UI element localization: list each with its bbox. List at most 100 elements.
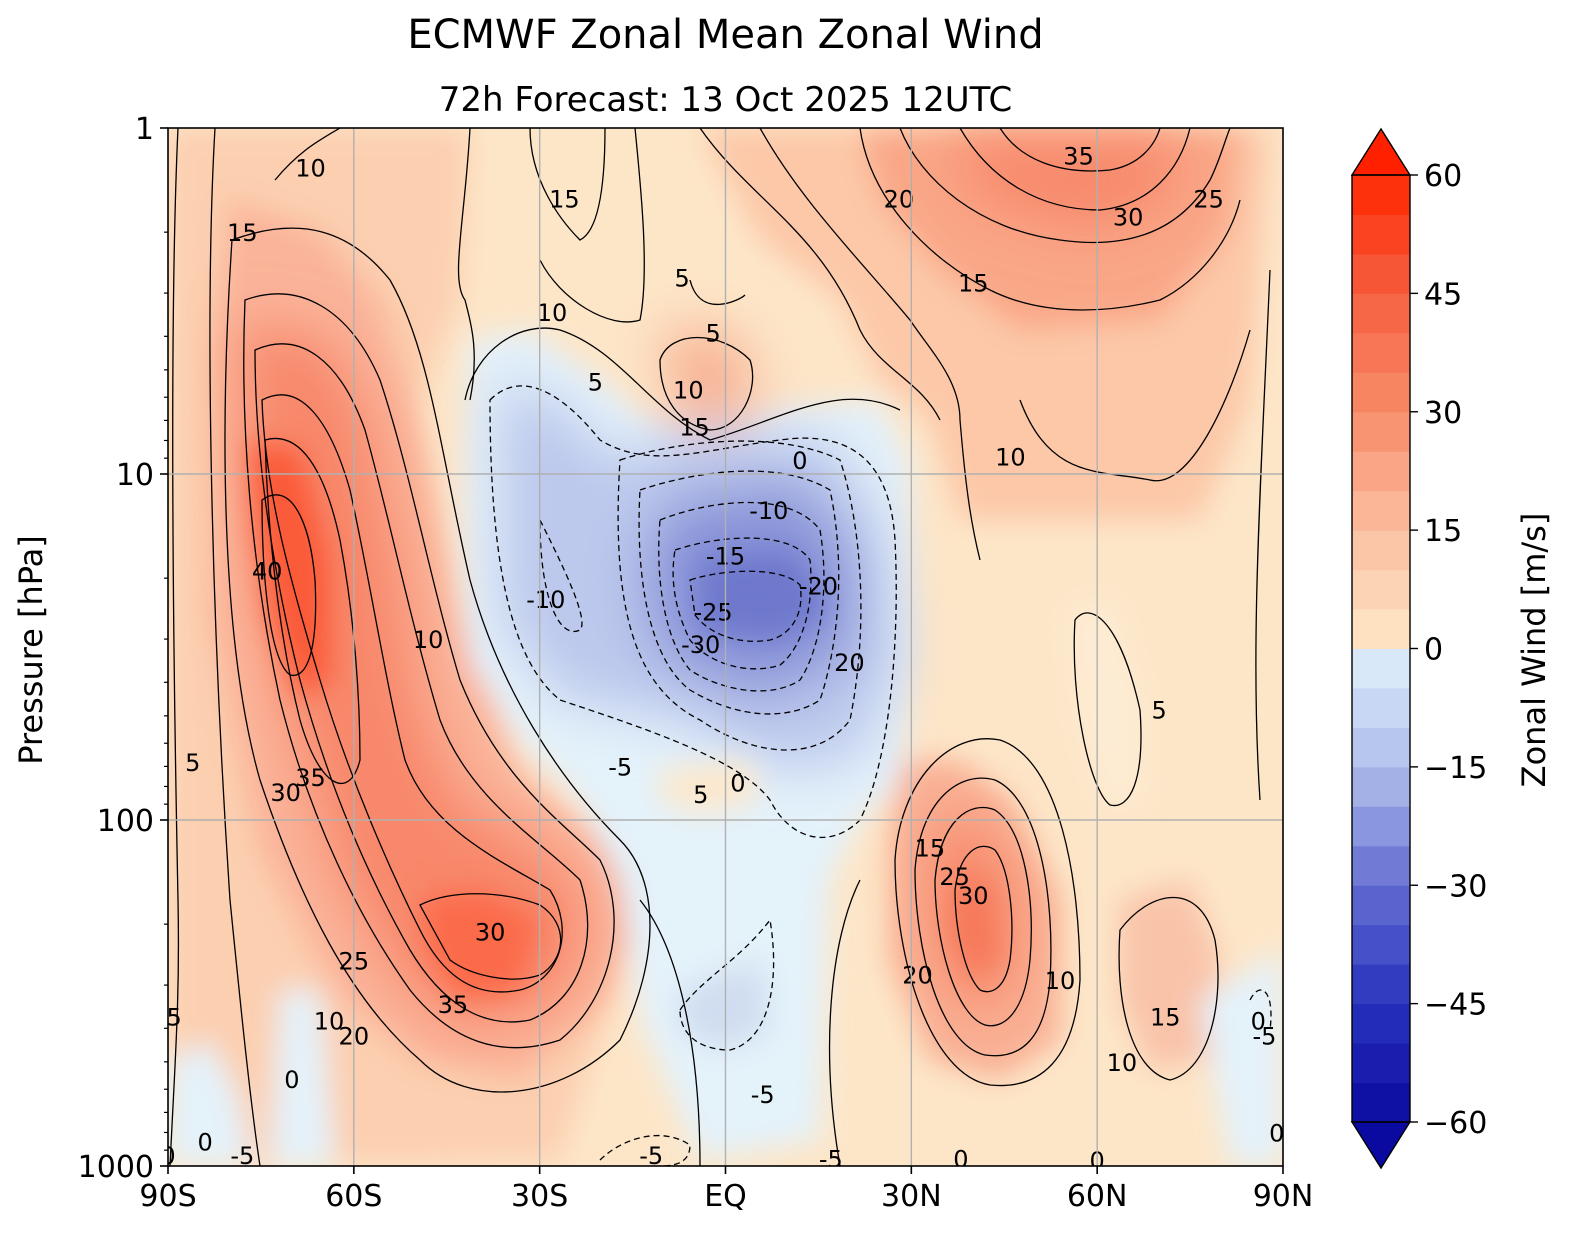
y-tick-label: 1000	[78, 1150, 154, 1185]
y-axis: 1 10 100 1000	[78, 112, 168, 1185]
contour-label: 15	[227, 219, 258, 247]
nh-mesospheric-jet-core	[950, 140, 1180, 230]
colorbar-band	[1352, 214, 1410, 255]
contour-label: -5	[751, 1081, 775, 1109]
contour-label: 0	[730, 770, 745, 798]
x-tick-label: 60N	[1067, 1179, 1128, 1214]
colorbar: 60 45 30 15 0 −15 −30 −45 −60	[1350, 127, 1487, 1170]
colorbar-band	[1352, 609, 1410, 649]
contour-label: 15	[1150, 1004, 1181, 1032]
contour-line	[672, 537, 812, 670]
colorbar-band	[1352, 885, 1410, 926]
colorbar-band	[1352, 648, 1410, 689]
nh-subtropical-jet-peak	[950, 880, 1000, 980]
colorbar-band	[1352, 845, 1410, 886]
contour-label: -30	[681, 631, 720, 659]
colorbar-band	[1352, 175, 1410, 215]
x-tick-label: 30N	[881, 1179, 942, 1214]
contour-label: 30	[475, 918, 506, 946]
lower-strat-westerly-pocket	[660, 760, 760, 815]
contour-lines-negative	[489, 385, 1272, 1166]
contour-label: 30	[270, 779, 301, 807]
colorbar-band	[1352, 1082, 1410, 1123]
contour-label: -5	[608, 753, 632, 781]
colorbar-tick-label: 0	[1424, 633, 1443, 668]
y-tick-label: 1	[135, 112, 154, 147]
contour-label: 10	[995, 443, 1026, 471]
colorbar-tick-label: −30	[1424, 869, 1487, 904]
colorbar-band	[1352, 964, 1410, 1005]
colorbar-tick-label: 45	[1424, 277, 1462, 312]
contour-line	[899, 128, 1231, 244]
colorbar-band	[1352, 569, 1410, 610]
contour-label: 25	[1193, 186, 1224, 214]
contour-line	[689, 279, 746, 306]
contour-line	[894, 738, 1081, 1087]
nh-surface-easterly	[1200, 950, 1283, 1166]
contour-line	[489, 385, 897, 839]
contour-line	[1118, 897, 1219, 1081]
contour-label: 0	[198, 1129, 213, 1157]
contour-label: 5	[674, 264, 689, 292]
contour-label: 5	[693, 781, 708, 809]
x-tick-label: 90S	[139, 1179, 196, 1214]
contour-line	[419, 893, 562, 980]
chart-title: ECMWF Zonal Mean Zonal Wind	[407, 12, 1044, 58]
colorbar-tick-label: −45	[1424, 988, 1487, 1023]
x-tick-label: 90N	[1253, 1179, 1314, 1214]
sh-polar-night-jet-core	[250, 440, 330, 700]
colorbar-band	[1352, 727, 1410, 768]
contour-line	[254, 343, 589, 1023]
contour-label: 0	[1269, 1119, 1284, 1147]
contour-line	[658, 501, 825, 692]
contour-line	[457, 128, 475, 401]
sh-jet-middle	[240, 320, 590, 1030]
colorbar-tick-label: 60	[1424, 159, 1462, 194]
contour-label: 15	[958, 270, 989, 298]
colorbar-band	[1352, 1043, 1410, 1084]
contour-line	[617, 440, 862, 751]
contour-label: 30	[1113, 203, 1144, 231]
contour-label: -20	[799, 572, 838, 600]
contour-line	[539, 128, 645, 323]
colorbar-label: Zonal Wind [m/s]	[1515, 513, 1553, 788]
contour-label: 0	[953, 1145, 968, 1173]
contour-line	[1073, 612, 1142, 807]
sh-subtropical-jet-core	[420, 890, 540, 1000]
contour-line	[759, 128, 981, 561]
y-tick-label: 10	[116, 458, 154, 493]
contour-label: 10	[314, 1008, 345, 1036]
contour-label: 10	[1045, 967, 1076, 995]
contour-label: 5	[705, 320, 720, 348]
nh-polar-cell	[1120, 880, 1220, 1070]
contour-label: 35	[1063, 142, 1094, 170]
colorbar-max-extension	[1350, 127, 1412, 176]
colorbar-tick-label: −15	[1424, 751, 1487, 786]
contour-line	[859, 128, 1241, 311]
contour-label: -10	[526, 586, 565, 614]
contour-label: 0	[1251, 1008, 1266, 1036]
colorbar-band	[1352, 1003, 1410, 1044]
colorbar-min-extension	[1350, 1121, 1412, 1170]
y-tick-label: 100	[97, 804, 154, 839]
contour-label: 35	[438, 991, 469, 1019]
grid	[168, 128, 1283, 1166]
contour-label: 0	[284, 1066, 299, 1094]
contour-line	[209, 128, 261, 1166]
colorbar-band	[1352, 293, 1410, 334]
contour-label: 10	[673, 377, 704, 405]
contour-label: 10	[1107, 1049, 1138, 1077]
contour-line	[1255, 269, 1271, 801]
contour-label: 5	[185, 749, 200, 777]
contour-label: 5	[1151, 697, 1166, 725]
contour-line	[599, 1134, 691, 1166]
contour-label: 15	[915, 834, 946, 862]
contour-label: 40	[252, 557, 283, 585]
colorbar-tick-label: 15	[1424, 514, 1462, 549]
colorbar-band	[1352, 530, 1410, 571]
colorbar-band	[1352, 411, 1410, 452]
y-axis-label: Pressure [hPa]	[12, 535, 50, 765]
contour-line	[934, 806, 1032, 1027]
